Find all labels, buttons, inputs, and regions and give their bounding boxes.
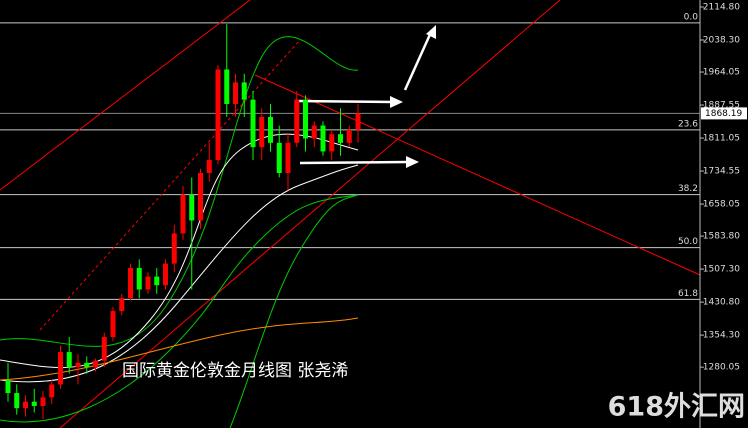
y-tick-label: 1583.80 bbox=[703, 232, 740, 242]
candle-body bbox=[224, 69, 230, 104]
candle-body bbox=[320, 125, 326, 152]
fib-label: 61.8 bbox=[678, 289, 698, 299]
channel-line bbox=[0, 0, 251, 191]
candle-body bbox=[276, 142, 282, 174]
candle-body bbox=[259, 116, 265, 148]
candle-body bbox=[338, 134, 343, 143]
price-tag bbox=[701, 107, 747, 120]
candle-body bbox=[75, 362, 81, 368]
y-tick-label: 1430.80 bbox=[703, 298, 740, 308]
mid-band bbox=[0, 194, 359, 423]
lower-band bbox=[229, 194, 359, 428]
y-tick-label: 2114.80 bbox=[703, 2, 740, 12]
fib-label: 0.0 bbox=[684, 12, 699, 22]
y-tick-label: 1887.55 bbox=[703, 101, 740, 111]
candle-body bbox=[206, 160, 212, 174]
y-tick-label: 1507.30 bbox=[703, 265, 740, 275]
y-tick-label: 1354.30 bbox=[703, 331, 740, 341]
candle-body bbox=[110, 311, 116, 337]
candle-body bbox=[346, 129, 352, 143]
candle-body bbox=[154, 276, 160, 286]
candle-body bbox=[171, 233, 177, 264]
candle-body bbox=[66, 352, 72, 368]
candle-body bbox=[93, 360, 98, 368]
mid-line bbox=[39, 39, 301, 331]
candle-body bbox=[198, 173, 203, 221]
candle-body bbox=[84, 362, 90, 368]
arrow bbox=[294, 99, 393, 104]
y-tick-label: 1734.55 bbox=[703, 167, 740, 177]
y-tick-label: 2038.30 bbox=[703, 35, 740, 45]
arrow bbox=[299, 160, 409, 165]
candle-body bbox=[128, 267, 133, 299]
fib-label: 38.2 bbox=[678, 184, 698, 194]
watermark: 618外汇网 bbox=[608, 392, 745, 423]
price-tag-label: 1868.19 bbox=[705, 109, 742, 119]
candle-body bbox=[329, 134, 335, 152]
y-tick-label: 1280.05 bbox=[703, 363, 740, 373]
upper-band bbox=[0, 36, 359, 347]
candle-body bbox=[31, 401, 37, 406]
candle-body bbox=[294, 99, 300, 143]
arrow-head bbox=[406, 156, 419, 168]
candle-body bbox=[250, 99, 256, 148]
candle-body bbox=[49, 384, 55, 398]
candle-body bbox=[119, 298, 125, 312]
candle-body bbox=[136, 267, 142, 290]
candle-body bbox=[58, 352, 63, 385]
trend-line bbox=[254, 74, 701, 276]
candle-body bbox=[355, 113, 361, 130]
candle-body bbox=[163, 263, 168, 286]
y-tick-label: 1658.05 bbox=[703, 200, 740, 210]
candle-body bbox=[180, 194, 186, 234]
candle-body bbox=[268, 116, 273, 143]
y-tick-label: 1964.05 bbox=[703, 68, 740, 78]
arrow-head bbox=[390, 96, 403, 108]
ma-line bbox=[0, 164, 359, 383]
channel-line bbox=[59, 0, 561, 428]
caption: 国际黄金伦敦金月线图 张尧浠 bbox=[122, 361, 348, 381]
candle-body bbox=[40, 397, 46, 406]
candle-body bbox=[311, 125, 317, 139]
fib-label: 23.6 bbox=[678, 119, 698, 129]
candle-body bbox=[303, 99, 308, 139]
candle-body bbox=[14, 393, 20, 409]
candle-body bbox=[215, 69, 221, 161]
candle-body bbox=[5, 380, 11, 394]
candle-body bbox=[189, 194, 195, 221]
arrow-head bbox=[426, 25, 436, 39]
y-tick-label: 1811.05 bbox=[703, 134, 740, 144]
candle-body bbox=[285, 142, 291, 174]
overlays bbox=[0, 0, 701, 428]
candle-body bbox=[23, 401, 28, 409]
candle-body bbox=[101, 336, 107, 361]
fib-label: 50.0 bbox=[678, 237, 698, 247]
candle-body bbox=[233, 82, 238, 104]
candle-body bbox=[241, 82, 247, 100]
ma-line bbox=[0, 133, 359, 369]
candle-body bbox=[145, 276, 151, 290]
arrow bbox=[403, 29, 434, 91]
